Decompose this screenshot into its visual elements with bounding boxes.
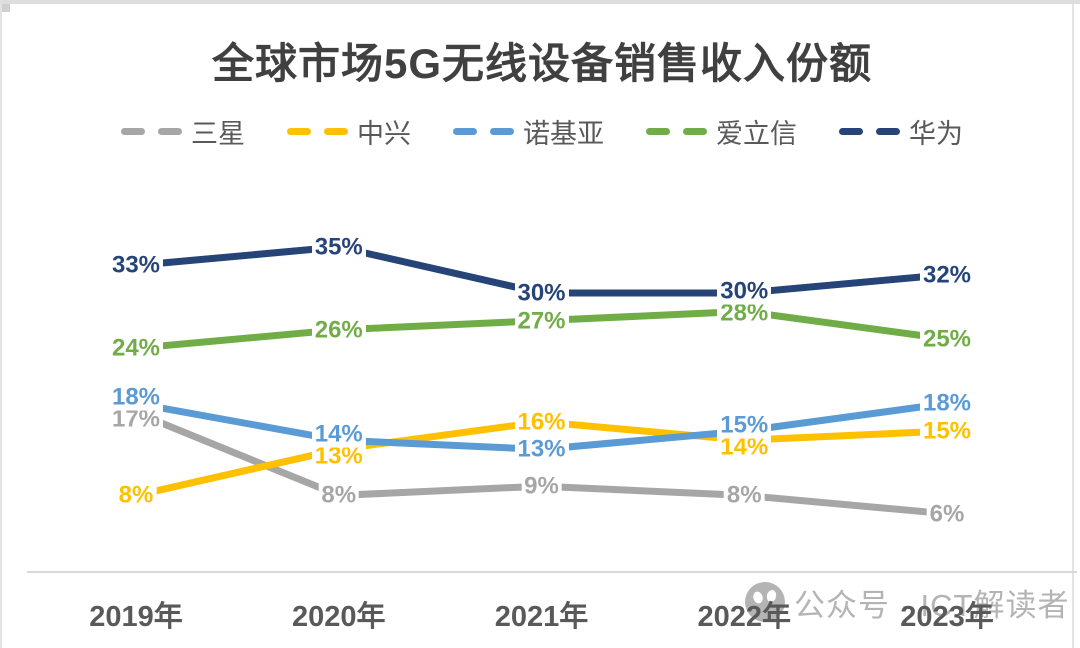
legend-item-2: 中兴: [287, 112, 411, 151]
legend-label: 华为: [909, 119, 963, 149]
series-line-5: [132, 243, 951, 297]
legend-dash-icon: [287, 128, 348, 135]
legend-label: 诺基亚: [523, 119, 604, 149]
legend: 三星 中兴 诺基亚 爱立信 华为: [2, 112, 1080, 151]
frame-corner: [2, 4, 10, 12]
legend-dash-icon: [646, 128, 707, 135]
watermark-text: 公众号 · ICT解读者: [794, 587, 1070, 623]
legend-label: 中兴: [357, 119, 411, 149]
legend-item-4: 爱立信: [646, 112, 797, 151]
chart-title: 全球市场5G无线设备销售收入份额: [211, 40, 873, 87]
legend-label: 三星: [191, 119, 245, 149]
legend-item-3: 诺基亚: [453, 112, 604, 151]
legend-dash-icon: [839, 128, 900, 135]
watermark: 公众号 · ICT解读者: [744, 579, 1069, 625]
series-line-4: [132, 307, 951, 352]
legend-dash-icon: [453, 128, 514, 135]
legend-item-5: 华为: [839, 112, 963, 151]
frame-edge-right: [1072, 4, 1074, 648]
series-line-3: [132, 399, 951, 453]
legend-label: 爱立信: [716, 119, 797, 149]
wechat-logo-icon: [744, 581, 786, 623]
line-chart: [27, 243, 1077, 573]
legend-dash-icon: [121, 128, 182, 135]
legend-item-1: 三星: [121, 112, 245, 151]
